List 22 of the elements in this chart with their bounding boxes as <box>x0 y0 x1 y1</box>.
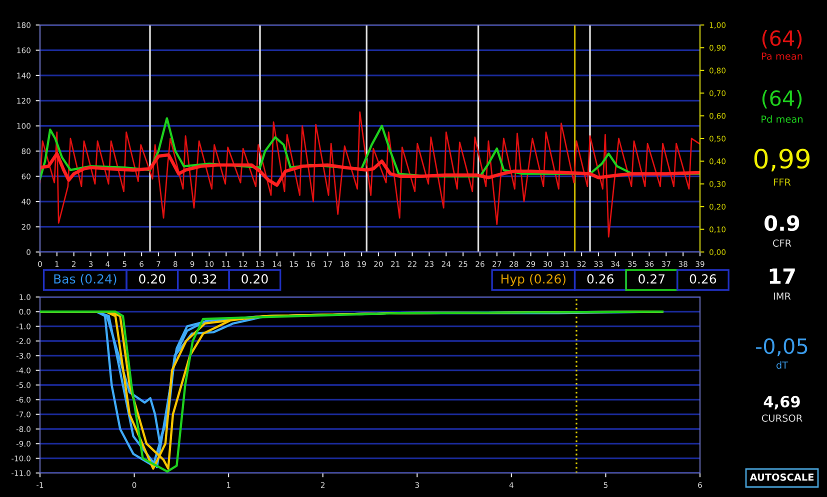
text: Hyp (0.26) <box>501 274 566 286</box>
text: (64) <box>762 30 802 48</box>
text: 0,99 <box>754 148 810 172</box>
text: FFR <box>774 178 791 186</box>
text: Pa mean <box>762 52 802 60</box>
text: 0.20 <box>139 274 166 284</box>
text: 0.20 <box>242 274 268 284</box>
text: -0,05 <box>756 338 808 356</box>
text: (64) <box>762 90 802 108</box>
text: 0.26 <box>690 274 716 284</box>
text: CFR <box>772 239 792 247</box>
text: 4,69 <box>764 396 800 410</box>
text: CURSOR <box>762 414 802 422</box>
text: Bas (0.24) <box>54 274 116 286</box>
text: dT <box>776 361 788 369</box>
text: 0.32 <box>190 274 216 284</box>
text: Pd mean <box>762 115 803 123</box>
text: 0.9 <box>764 215 800 232</box>
text: 0.26 <box>587 274 614 284</box>
text: AUTOSCALE <box>750 473 814 481</box>
text: 0.27 <box>638 274 665 284</box>
text: IMR <box>774 292 791 300</box>
